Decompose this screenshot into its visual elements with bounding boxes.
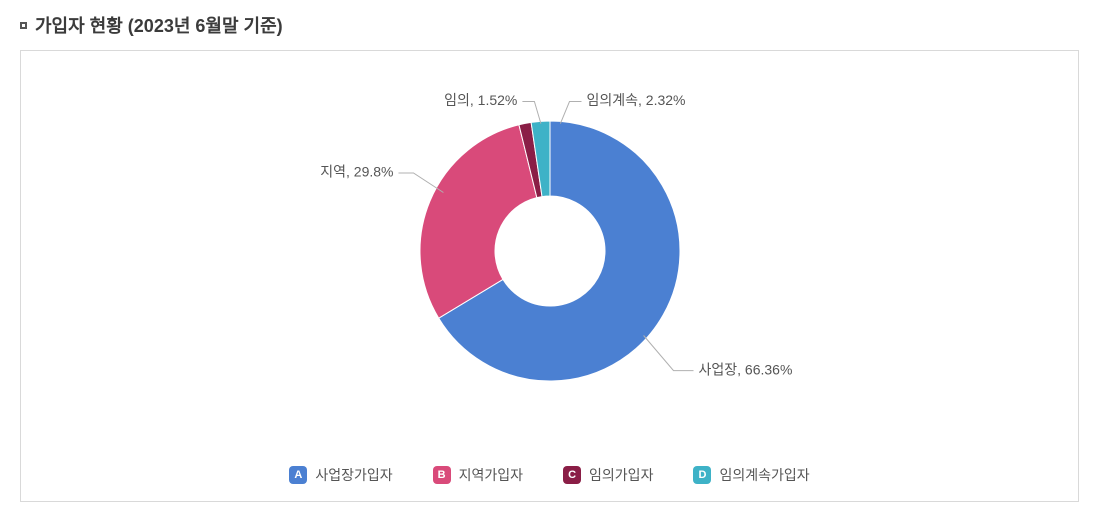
- slice-지역: [419, 125, 536, 318]
- legend-badge-C: C: [563, 466, 581, 484]
- legend: A 사업장가입자 B 지역가입자 C 임의가입자 D 임의계속가입자: [21, 465, 1078, 485]
- donut-chart: 사업장, 66.36% 지역, 29.8% 임의, 1.52% 임의계속, 2.32%: [200, 71, 900, 431]
- slice-임의-label: 임의, 1.52%: [444, 92, 517, 108]
- legend-label: 임의계속가입자: [719, 465, 809, 485]
- section-title: 가입자 현황 (2023년 6월말 기준): [20, 12, 1077, 38]
- legend-label: 임의가입자: [589, 465, 653, 485]
- legend-badge-D: D: [693, 466, 711, 484]
- legend-label: 사업장가입자: [315, 465, 392, 485]
- slice-사업장-leader: [643, 336, 693, 371]
- bullet-icon: [20, 22, 27, 29]
- chart-panel: 사업장, 66.36% 지역, 29.8% 임의, 1.52% 임의계속, 2.32%…: [20, 50, 1079, 502]
- slice-사업장-label: 사업장, 66.36%: [698, 361, 792, 377]
- legend-item-임의계속: D 임의계속가입자: [693, 465, 809, 485]
- legend-item-임의: C 임의가입자: [563, 465, 653, 485]
- slice-임의-leader: [522, 102, 541, 124]
- chart-area: 사업장, 66.36% 지역, 29.8% 임의, 1.52% 임의계속, 2.32%: [21, 71, 1078, 431]
- slice-임의계속-leader: [560, 102, 581, 124]
- legend-item-지역: B 지역가입자: [433, 465, 523, 485]
- legend-badge-A: A: [289, 466, 307, 484]
- slice-지역-label: 지역, 29.8%: [320, 164, 393, 180]
- section-title-text: 가입자 현황 (2023년 6월말 기준): [35, 12, 283, 38]
- legend-label: 지역가입자: [459, 465, 523, 485]
- legend-item-사업장: A 사업장가입자: [289, 465, 392, 485]
- legend-badge-B: B: [433, 466, 451, 484]
- slice-임의계속-label: 임의계속, 2.32%: [586, 92, 685, 108]
